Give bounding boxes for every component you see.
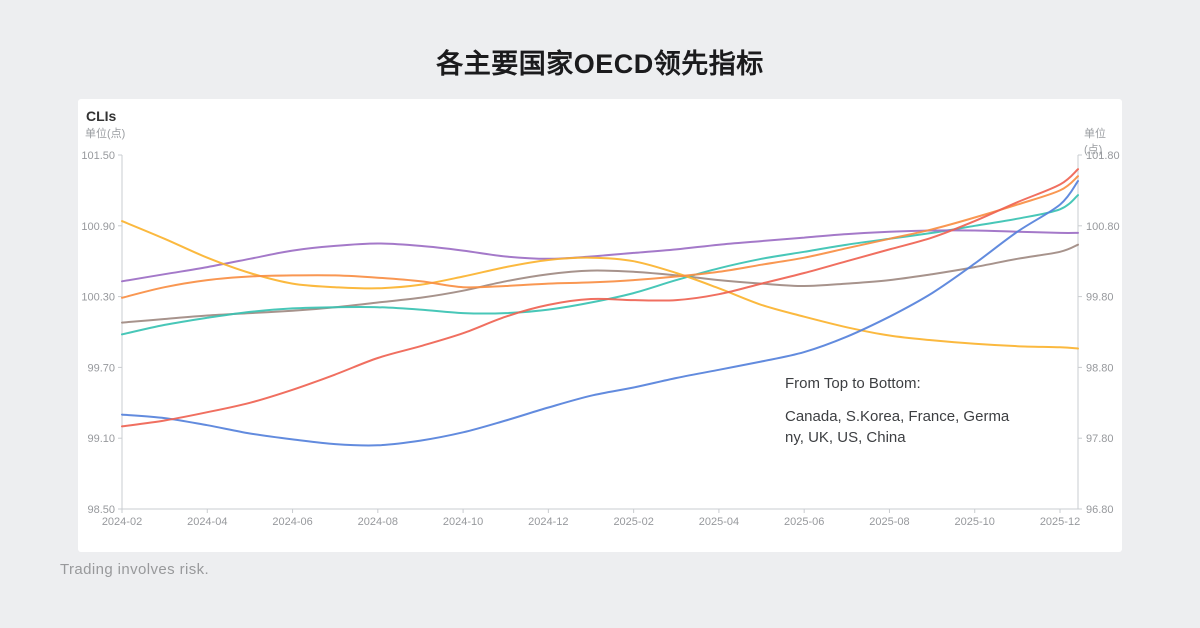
series-line-us xyxy=(121,243,1079,324)
x-axis-tick-label: 2025-06 xyxy=(784,516,824,528)
y-axis-right-tick-label: 99.80 xyxy=(1086,292,1114,304)
page-title: 各主要国家OECD领先指标 xyxy=(436,49,764,79)
annotation-note: From Top to Bottom: Canada, S.Korea, Fra… xyxy=(785,373,1015,448)
y-axis-left-tick-label: 100.30 xyxy=(81,292,115,304)
x-axis-tick-label: 2024-08 xyxy=(358,516,398,528)
series-line-france xyxy=(121,180,1079,447)
x-axis-tick-label: 2024-06 xyxy=(272,516,312,528)
y-axis-right-tick-label: 101.80 xyxy=(1086,150,1120,162)
x-axis-tick-label: 2025-10 xyxy=(955,516,995,528)
x-axis-tick-label: 2024-10 xyxy=(443,516,483,528)
y-axis-left-tick-label: 99.70 xyxy=(87,362,115,374)
y-axis-left-tick-label: 98.50 xyxy=(87,504,115,516)
x-axis-tick-label: 2025-04 xyxy=(699,516,739,528)
y-axis-right-tick-label: 100.80 xyxy=(1086,221,1120,233)
y-axis-right-tick-label: 97.80 xyxy=(1086,433,1114,445)
series-line-china xyxy=(121,220,1079,350)
annotation-heading: From Top to Bottom: xyxy=(785,375,921,392)
y-axis-left-unit-label: 单位(点) xyxy=(85,128,126,140)
series-line-canada xyxy=(121,168,1079,428)
footer-disclaimer: Trading involves risk. xyxy=(60,561,210,578)
x-axis-tick-label: 2024-04 xyxy=(187,516,227,528)
y-axis-right-unit-label: 单位(点) xyxy=(1084,128,1106,156)
x-axis-tick-label: 2025-08 xyxy=(869,516,909,528)
y-axis-left-tick-label: 101.50 xyxy=(81,150,115,162)
x-axis-tick-label: 2024-12 xyxy=(528,516,568,528)
annotation-line: ny, UK, US, China xyxy=(785,429,906,446)
x-axis-tick-label: 2025-02 xyxy=(613,516,653,528)
series-line-uk xyxy=(121,229,1079,283)
y-axis-left-tick-label: 99.10 xyxy=(87,433,115,445)
y-axis-right-tick-label: 96.80 xyxy=(1086,504,1114,516)
oecd-cli-line-chart: 101.50 100.90 100.30 99.70 99.10 98.50 101.80 1… xyxy=(81,150,1120,528)
x-axis-tick-label: 2024-02 xyxy=(102,516,142,528)
annotation-line: Canada, S.Korea, France, Germa xyxy=(785,408,1010,425)
series-line-s-korea xyxy=(121,175,1079,299)
chart-corner-label: CLIs xyxy=(86,108,117,124)
chart-card: 101.50 100.90 100.30 99.70 99.10 98.50 101.80 1… xyxy=(78,99,1122,552)
y-axis-left-tick-label: 100.90 xyxy=(81,221,115,233)
series-line-germany xyxy=(121,194,1079,336)
y-axis-right-tick-label: 98.80 xyxy=(1086,362,1114,374)
x-axis-tick-label: 2025-12 xyxy=(1040,516,1080,528)
